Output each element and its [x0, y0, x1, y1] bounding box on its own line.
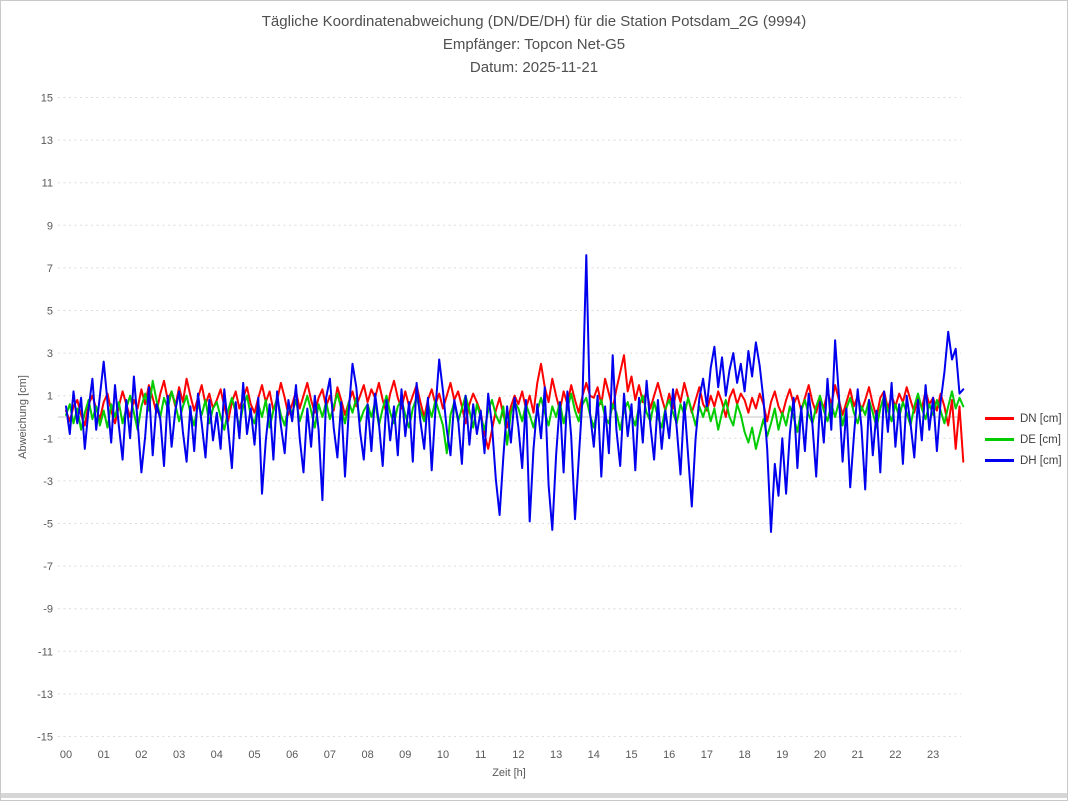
legend-item-label: DE [cm]: [1020, 433, 1061, 446]
y-tick-label: 9: [47, 220, 53, 232]
x-tick-label: 15: [625, 749, 637, 761]
x-tick-label: 23: [927, 749, 939, 761]
x-tick-label: 03: [173, 749, 185, 761]
x-tick-label: 09: [399, 749, 411, 761]
x-tick-label: 16: [663, 749, 675, 761]
x-tick-label: 05: [248, 749, 260, 761]
legend-item-dn: DN [cm]: [985, 408, 1062, 429]
y-tick-label: 7: [47, 263, 53, 275]
legend-item-label: DN [cm]: [1020, 412, 1062, 425]
x-tick-label: 12: [512, 749, 524, 761]
chart-title: Tägliche Koordinatenabweichung (DN/DE/DH…: [261, 13, 807, 30]
y-tick-label: -1: [43, 433, 53, 445]
y-axis-title: Abweichung [cm]: [17, 375, 29, 459]
y-tick-label: 15: [41, 93, 53, 105]
x-tick-label: 18: [738, 749, 750, 761]
x-tick-label: 19: [776, 749, 788, 761]
x-tick-label: 21: [852, 749, 864, 761]
y-tick-label: -5: [43, 519, 53, 531]
y-tick-label: -13: [37, 689, 53, 701]
y-tick-label: -7: [43, 561, 53, 573]
x-tick-label: 02: [135, 749, 147, 761]
window-bottom-edge: [1, 793, 1067, 798]
x-tick-label: 22: [889, 749, 901, 761]
x-tick-label: 04: [211, 749, 223, 761]
x-tick-label: 20: [814, 749, 826, 761]
legend-item-label: DH [cm]: [1020, 454, 1062, 467]
chart-subtitle-receiver: Empfänger: Topcon Net-G5: [442, 36, 626, 53]
y-tick-label: 1: [47, 391, 53, 403]
legend-item-de: DE [cm]: [985, 429, 1062, 450]
x-tick-label: 11: [475, 749, 486, 761]
x-axis-title: Zeit [h]: [492, 767, 526, 779]
y-tick-label: 5: [47, 306, 53, 318]
chart-subtitle-date: Datum: 2025-11-21: [469, 59, 599, 76]
legend-line-icon: [985, 459, 1014, 462]
legend: DN [cm] DE [cm] DH [cm]: [985, 408, 1062, 471]
legend-line-icon: [985, 417, 1014, 420]
legend-line-icon: [985, 438, 1014, 441]
x-tick-label: 14: [588, 749, 600, 761]
x-tick-label: 07: [324, 749, 336, 761]
y-tick-label: 13: [41, 135, 53, 147]
x-tick-label: 10: [437, 749, 449, 761]
y-tick-label: -9: [43, 604, 53, 616]
x-tick-label: 08: [361, 749, 373, 761]
x-tick-label: 06: [286, 749, 298, 761]
y-tick-label: 3: [47, 348, 53, 360]
y-tick-label: 11: [42, 178, 53, 190]
chart-title-block: Tägliche Koordinatenabweichung (DN/DE/DH…: [1, 10, 1067, 79]
y-tick-label: -3: [43, 476, 53, 488]
y-tick-label: -11: [38, 646, 53, 658]
series-line-dh: [65, 254, 965, 533]
x-tick-label: 00: [60, 749, 72, 761]
legend-item-dh: DH [cm]: [985, 450, 1062, 471]
x-tick-label: 13: [550, 749, 562, 761]
y-tick-label: -15: [37, 732, 53, 744]
x-tick-label: 01: [98, 749, 110, 761]
x-tick-label: 17: [701, 749, 713, 761]
